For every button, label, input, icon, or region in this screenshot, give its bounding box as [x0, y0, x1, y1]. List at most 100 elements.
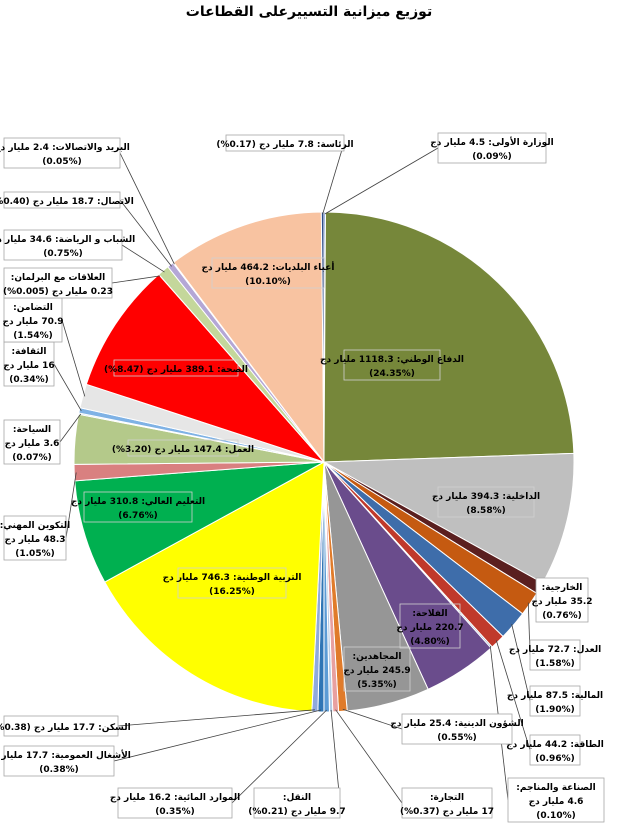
- data-label-box: [399, 603, 461, 649]
- data-label-box: [117, 787, 233, 819]
- leader-line: [231, 709, 327, 804]
- chart-title: توزيع ميزانية التسييرعلى القطاعات: [185, 4, 433, 20]
- data-label: العلاقات مع البرلمان:: [11, 273, 106, 283]
- data-label-box: [437, 486, 535, 518]
- data-label: الشؤون الدينية: 25.4 مليار دج: [390, 719, 523, 729]
- data-label: (8.58%): [466, 506, 505, 516]
- data-label: 220.7 مليار دج: [396, 623, 463, 633]
- leader-line: [495, 640, 531, 751]
- data-label-box: [3, 137, 121, 169]
- leader-line: [330, 709, 341, 804]
- data-label: 245.9 مليار دج: [343, 666, 410, 676]
- data-label-box: [127, 439, 239, 457]
- data-label: الداخلية: 394.3 مليار دج: [432, 492, 540, 502]
- data-label: الطاقة: 44.2 مليار دج: [506, 740, 604, 750]
- data-label: 48.3 مليار دج: [4, 535, 65, 545]
- leader-line: [111, 275, 161, 284]
- data-label: (0.07%): [12, 453, 51, 463]
- leader-line: [117, 709, 315, 727]
- data-label: التربية الوطنية: 746.3 مليار دج: [163, 573, 302, 583]
- leader-line: [119, 152, 175, 265]
- data-label-box: [401, 713, 513, 745]
- leader-line: [511, 624, 531, 702]
- data-label: 70.9 مليار دج: [2, 317, 63, 327]
- data-label: (0.38%): [39, 765, 78, 775]
- data-label-box: [3, 229, 123, 261]
- data-label: التكوين المهني:: [0, 521, 70, 531]
- data-label: (5.35%): [357, 680, 396, 690]
- data-label: 9.7 مليار دج (0.21%): [248, 807, 345, 817]
- data-label-box: [211, 257, 325, 289]
- data-label-box: [535, 577, 589, 623]
- data-label: (0.76%): [542, 611, 581, 621]
- data-label: (0.35%): [155, 807, 194, 817]
- data-label: (0.09%): [472, 152, 511, 162]
- data-label: الثقافة:: [12, 347, 47, 357]
- data-label: الاتصال: 18.7 مليار دج (0.40%): [0, 197, 134, 207]
- data-label: (0.55%): [437, 733, 476, 743]
- leader-line: [342, 708, 403, 730]
- data-label: (0.96%): [535, 754, 574, 764]
- data-label-box: [113, 359, 239, 377]
- leader-line: [119, 199, 172, 267]
- data-label: (6.76%): [118, 511, 157, 521]
- data-label-box: [3, 745, 115, 777]
- data-label-box: [507, 777, 605, 823]
- data-label: (10.10%): [245, 277, 291, 287]
- data-label: التعليم العالي: 310.8 مليار دج: [71, 497, 205, 507]
- data-label: السياحة:: [13, 425, 51, 435]
- leader-line: [335, 709, 403, 804]
- leader-line: [61, 319, 86, 397]
- data-label: أعباء البلديات: 464.2 مليار دج: [202, 261, 335, 273]
- data-label: (24.35%): [369, 369, 415, 379]
- leader-line: [65, 472, 77, 539]
- data-label-box: [3, 267, 113, 299]
- data-label: (0.75%): [43, 249, 82, 259]
- data-label: 17 مليار دج (0.37%): [400, 807, 494, 817]
- leader-line: [324, 147, 439, 215]
- data-label: (0.10%): [536, 811, 575, 821]
- pie-slice: [104, 461, 325, 713]
- data-label: المالية: 87.5 مليار دج: [507, 691, 603, 701]
- leader-line: [59, 413, 82, 443]
- pie-slice: [85, 273, 326, 464]
- data-label: (0.34%): [9, 375, 48, 385]
- data-label: الفلاحة:: [412, 609, 447, 619]
- data-label-box: [3, 715, 119, 737]
- data-label: الصناعة والمناجم:: [516, 783, 595, 793]
- data-label: الموارد المائية: 16.2 مليار دج: [110, 793, 240, 803]
- data-label: النقل:: [283, 793, 311, 803]
- pie-slice: [320, 211, 325, 463]
- data-label-box: [83, 491, 193, 523]
- data-label-box: [225, 134, 345, 152]
- leader-line: [53, 363, 82, 412]
- data-label: 35.2 مليار دج: [531, 597, 592, 607]
- data-label-box: [401, 787, 493, 819]
- data-label: المجاهدين:: [353, 652, 402, 662]
- data-label-box: [3, 419, 61, 465]
- data-label-box: [343, 349, 441, 381]
- data-label: الوزارة الأولى: 4.5 مليار دج: [430, 136, 553, 148]
- data-label: (0.05%): [42, 157, 81, 167]
- data-label: (1.58%): [535, 659, 574, 669]
- data-label: (16.25%): [209, 587, 255, 597]
- data-label-box: [529, 685, 581, 717]
- data-label: الخارجية:: [542, 583, 583, 593]
- data-label-box: [3, 515, 67, 561]
- leader-line: [121, 244, 165, 273]
- pie-slice: [323, 211, 575, 463]
- leader-line: [322, 142, 345, 215]
- data-label-box: [529, 639, 581, 671]
- data-label: التضامن:: [13, 303, 53, 313]
- pie-slice: [172, 211, 325, 464]
- data-label: الأشغال العمومية: 17.7 مليار دج: [0, 749, 131, 761]
- data-label: 0.23 مليار دج (0.005%): [3, 287, 113, 297]
- data-label: العمل: 147.4 مليار دج (3.20%): [112, 445, 254, 455]
- data-label: السكن: 17.7 مليار دج (0.38%): [0, 723, 131, 733]
- leader-line: [113, 709, 321, 762]
- data-label: 4.6 مليار دج: [529, 797, 584, 807]
- data-label-box: [3, 191, 121, 209]
- data-label-box: [529, 734, 581, 766]
- data-label-box: [177, 567, 287, 599]
